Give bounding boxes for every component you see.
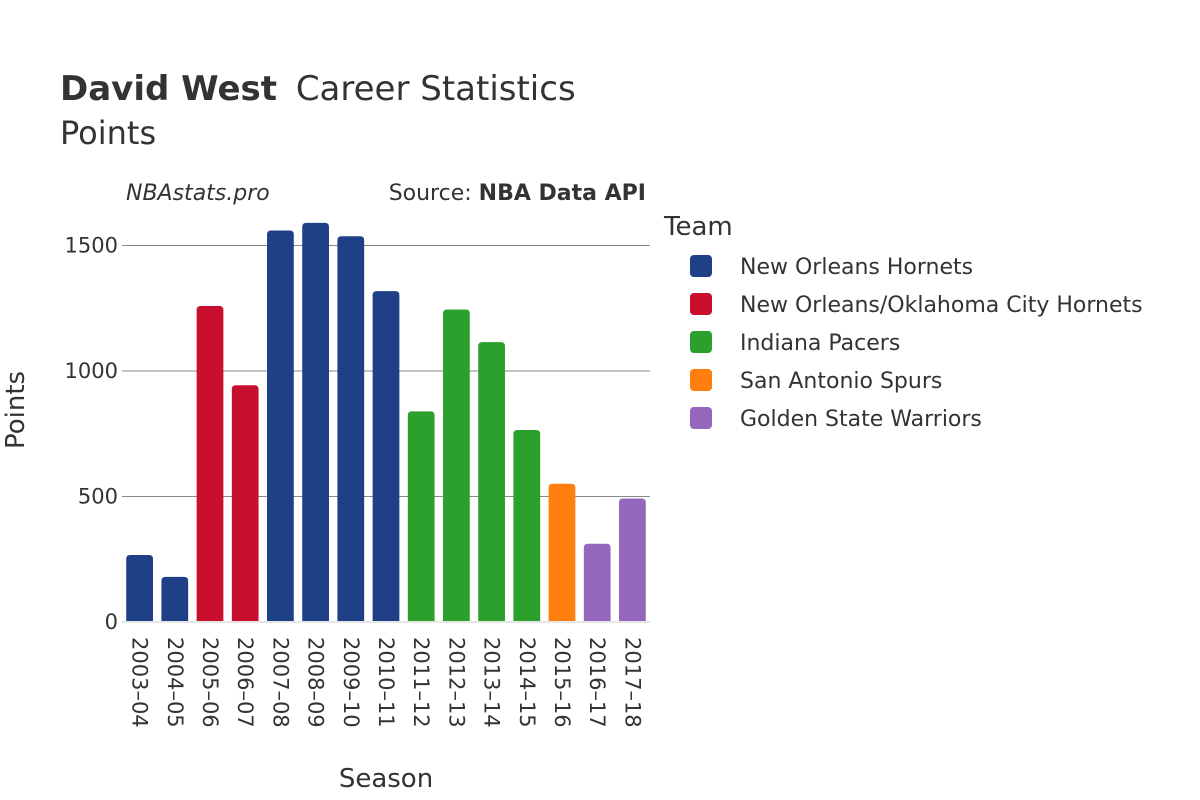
title-rest: Career Statistics (296, 69, 576, 109)
legend-label: New Orleans/Oklahoma City Hornets (740, 293, 1143, 318)
x-tick-label: 2003–04 (128, 637, 152, 728)
source-text: Source: NBA Data API (389, 181, 646, 206)
bar-2013–14 (478, 342, 505, 622)
title-player-name: David West (60, 69, 277, 109)
x-tick-label: 2013–14 (480, 637, 504, 728)
legend-swatch (690, 407, 712, 429)
source-name: NBA Data API (479, 181, 646, 206)
y-tick-label: 1500 (65, 234, 118, 258)
x-tick-label: 2010–11 (374, 637, 398, 728)
y-tick-label: 500 (78, 485, 118, 509)
legend-swatch (690, 331, 712, 353)
x-tick-label: 2011–12 (409, 637, 433, 728)
x-tick-label: 2017–18 (620, 637, 644, 728)
bar-2010–11 (372, 291, 400, 622)
bar-2009–10 (337, 236, 365, 622)
bar-2015–16 (548, 483, 576, 622)
x-tick-label: 2005–06 (198, 637, 222, 728)
x-axis-title: Season (339, 764, 433, 794)
x-axis-ticks: 2003–04 2004–05 2005–06 2006–07 2007–08 2008–… (128, 637, 645, 728)
legend-swatch (690, 293, 712, 315)
legend-label: Golden State Warriors (740, 407, 982, 432)
legend-swatch (690, 369, 712, 391)
y-tick-label: 1000 (65, 359, 118, 383)
x-tick-label: 2016–17 (585, 637, 609, 728)
legend-label: San Antonio Spurs (740, 369, 942, 394)
source-prefix: Source: (389, 181, 479, 206)
bar-2017–18 (619, 498, 646, 622)
legend-title: Team (663, 212, 733, 242)
legend-label: New Orleans Hornets (740, 255, 973, 280)
bar-2012–13 (443, 309, 470, 622)
bar-2016–17 (583, 543, 611, 622)
bar-2004–05 (161, 576, 189, 622)
bar-2008–09 (302, 222, 329, 622)
legend-label: Indiana Pacers (740, 331, 900, 356)
bar-2011–12 (407, 411, 435, 622)
x-tick-label: 2008–09 (304, 637, 328, 728)
watermark: NBAstats.pro (126, 181, 270, 206)
chart-title: David West Career Statistics (60, 69, 576, 109)
x-tick-label: 2004–05 (163, 637, 187, 728)
chart-subtitle: Points (60, 114, 156, 152)
legend: Team New Orleans Hornets New Orleans/Okla… (663, 212, 1143, 432)
y-axis-ticks: 0 500 1000 1500 (65, 234, 118, 635)
bars (122, 222, 650, 623)
y-tick-label: 0 (105, 610, 118, 634)
bar-2003–04 (126, 554, 153, 622)
x-tick-label: 2007–08 (268, 637, 292, 728)
bar-2005–06 (196, 305, 224, 622)
legend-swatch (690, 255, 712, 277)
x-tick-label: 2012–13 (444, 637, 468, 728)
bar-2014–15 (513, 429, 541, 622)
x-tick-label: 2015–16 (550, 637, 574, 728)
bar-2007–08 (267, 230, 294, 622)
x-tick-label: 2006–07 (233, 637, 257, 728)
y-axis-title: Points (1, 371, 31, 449)
x-tick-label: 2009–10 (339, 637, 363, 728)
x-tick-label: 2014–15 (515, 637, 539, 728)
bar-2006–07 (231, 385, 259, 622)
